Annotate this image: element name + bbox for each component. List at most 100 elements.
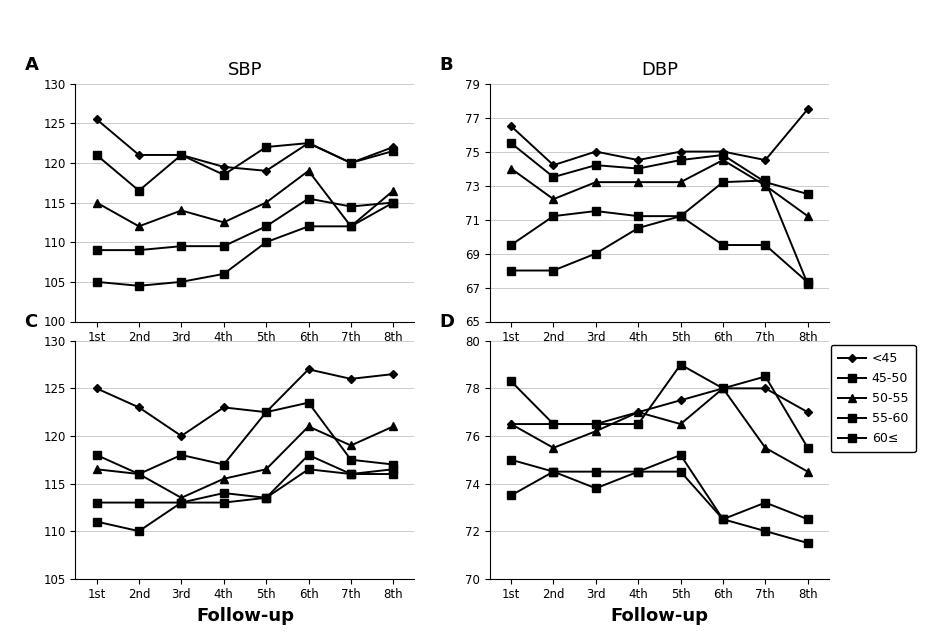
- 60≤: [633, 468, 644, 476]
- <45: [718, 148, 729, 156]
- 45-50: [175, 151, 187, 159]
- 50-55: [674, 421, 686, 428]
- 50-55: [134, 470, 145, 478]
- 50-55: [803, 468, 814, 476]
- 60≤: [674, 212, 686, 220]
- 55-60: [633, 212, 644, 220]
- <45: [803, 105, 814, 113]
- <45: [633, 408, 644, 416]
- 50-55: [633, 178, 644, 186]
- <45: [260, 408, 272, 416]
- 45-50: [219, 171, 230, 179]
- 55-60: [388, 199, 399, 206]
- <45: [759, 385, 771, 392]
- <45: [388, 143, 399, 151]
- 45-50: [803, 444, 814, 452]
- <45: [345, 159, 356, 167]
- <45: [718, 385, 729, 392]
- 55-60: [303, 451, 315, 459]
- 60≤: [345, 222, 356, 230]
- 45-50: [260, 408, 272, 416]
- 50-55: [674, 178, 686, 186]
- 50-55: [175, 494, 187, 502]
- 45-50: [718, 385, 729, 392]
- Line: 50-55: 50-55: [507, 156, 812, 220]
- <45: [505, 122, 516, 130]
- Title: SBP: SBP: [228, 61, 262, 79]
- 45-50: [219, 460, 230, 468]
- 60≤: [219, 270, 230, 278]
- 60≤: [718, 516, 729, 523]
- <45: [759, 156, 771, 164]
- 45-50: [718, 151, 729, 159]
- 55-60: [505, 241, 516, 249]
- 45-50: [590, 161, 602, 169]
- 50-55: [718, 385, 729, 392]
- Legend: <45, 45-50, 50-55, 55-60, 60≤: <45, 45-50, 50-55, 55-60, 60≤: [831, 345, 916, 453]
- <45: [803, 408, 814, 416]
- 45-50: [388, 460, 399, 468]
- 55-60: [590, 484, 602, 492]
- 55-60: [219, 242, 230, 250]
- 45-50: [303, 399, 315, 406]
- 60≤: [219, 499, 230, 507]
- Title: DBP: DBP: [641, 61, 678, 79]
- 60≤: [718, 178, 729, 186]
- 45-50: [548, 421, 560, 428]
- 60≤: [759, 527, 771, 535]
- 45-50: [505, 140, 516, 147]
- 60≤: [548, 468, 560, 476]
- <45: [388, 370, 399, 378]
- <45: [175, 432, 187, 440]
- 55-60: [175, 499, 187, 507]
- 50-55: [219, 219, 230, 226]
- 55-60: [718, 241, 729, 249]
- 45-50: [90, 151, 103, 159]
- 60≤: [175, 499, 187, 507]
- <45: [90, 385, 103, 392]
- 60≤: [388, 199, 399, 206]
- Line: 45-50: 45-50: [92, 140, 398, 194]
- <45: [134, 404, 145, 412]
- 55-60: [590, 207, 602, 215]
- 55-60: [134, 246, 145, 254]
- 60≤: [590, 249, 602, 257]
- <45: [303, 365, 315, 373]
- 45-50: [90, 451, 103, 459]
- Line: 55-60: 55-60: [507, 451, 812, 523]
- 55-60: [718, 516, 729, 523]
- 60≤: [134, 282, 145, 290]
- Text: C: C: [24, 313, 38, 331]
- 50-55: [759, 182, 771, 190]
- 55-60: [803, 278, 814, 286]
- 55-60: [548, 212, 560, 220]
- 45-50: [633, 165, 644, 172]
- 50-55: [590, 428, 602, 435]
- Line: 55-60: 55-60: [92, 451, 398, 507]
- 55-60: [303, 195, 315, 203]
- Line: 50-55: 50-55: [507, 385, 812, 475]
- 45-50: [590, 421, 602, 428]
- 60≤: [134, 527, 145, 535]
- Line: <45: <45: [508, 385, 811, 427]
- 50-55: [388, 422, 399, 430]
- Text: D: D: [439, 313, 454, 331]
- <45: [260, 167, 272, 175]
- <45: [548, 161, 560, 169]
- <45: [674, 148, 686, 156]
- 55-60: [388, 466, 399, 473]
- 50-55: [134, 222, 145, 230]
- 60≤: [674, 468, 686, 476]
- 60≤: [90, 278, 103, 285]
- Line: 45-50: 45-50: [92, 399, 398, 478]
- 45-50: [388, 147, 399, 155]
- Line: <45: <45: [93, 367, 397, 439]
- 45-50: [759, 373, 771, 381]
- 55-60: [345, 470, 356, 478]
- Line: 55-60: 55-60: [507, 207, 812, 286]
- X-axis label: Follow-up: Follow-up: [610, 607, 708, 625]
- 50-55: [505, 165, 516, 172]
- Line: <45: <45: [508, 106, 811, 168]
- 50-55: [388, 187, 399, 195]
- Line: 60≤: 60≤: [507, 468, 812, 547]
